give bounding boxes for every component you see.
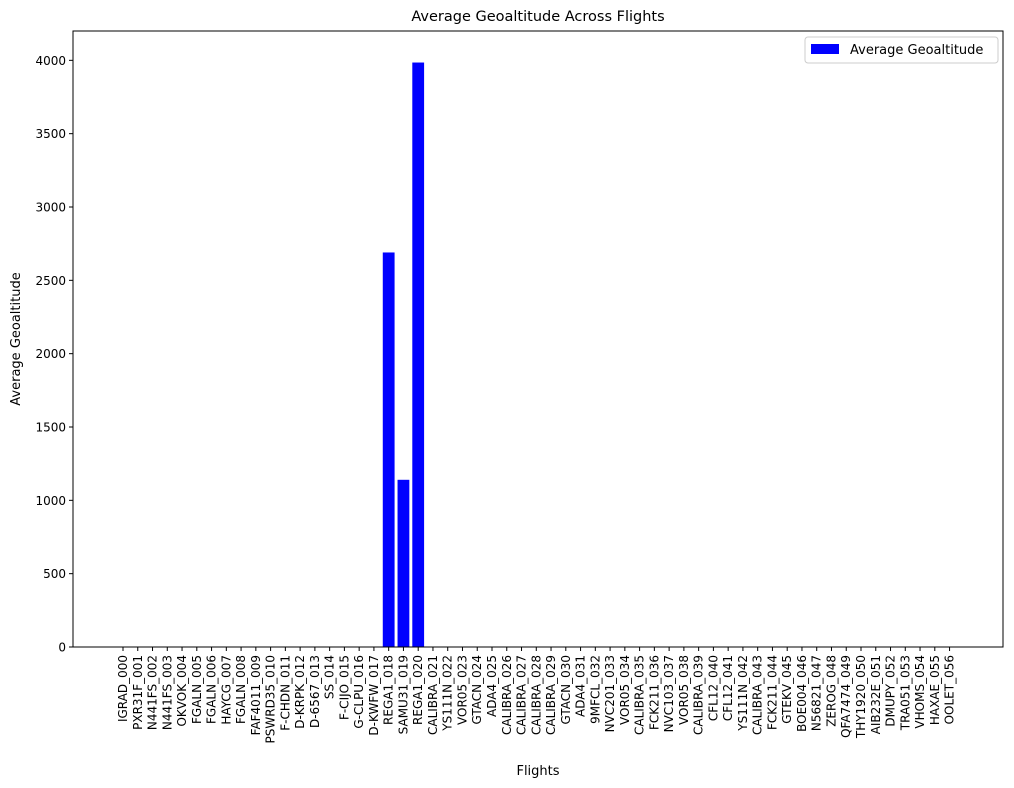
bars-group xyxy=(382,62,425,647)
x-tick-label: F-CHDN_011 xyxy=(278,655,292,731)
x-tick-label: PSWRD35_010 xyxy=(264,655,278,743)
x-tick-label: OOLET_056 xyxy=(943,655,957,724)
x-tick-label: D-KWFW_017 xyxy=(367,655,381,736)
x-tick-label: TRA051_053 xyxy=(898,655,912,731)
x-tick-label: F-CIJO_015 xyxy=(337,655,351,720)
x-tick-label: HAXAE_055 xyxy=(928,655,942,725)
legend: Average Geoaltitude xyxy=(804,36,999,64)
x-tick-label: GTACN_030 xyxy=(559,655,573,725)
bar xyxy=(397,479,410,647)
bar xyxy=(412,62,425,647)
bar xyxy=(382,252,395,647)
x-tick-label: CALIBRA_021 xyxy=(426,655,440,735)
x-tick-label: FGALN_006 xyxy=(205,655,219,724)
x-tick-label: FGALN_005 xyxy=(190,655,204,724)
x-tick-label: REGA1_018 xyxy=(382,655,396,725)
x-tick-label: CALIBRA_029 xyxy=(544,655,558,735)
x-tick-label: SAMU31_019 xyxy=(396,655,410,734)
x-tick-label: CFL12_040 xyxy=(706,655,720,721)
x-axis-label: Flights xyxy=(516,764,559,779)
x-tick-label: CALIBRA_039 xyxy=(692,655,706,735)
x-tick-label: N56821_047 xyxy=(810,655,824,731)
x-tick-label: HAYCG_007 xyxy=(219,655,233,725)
x-tick-label: VOR05_038 xyxy=(677,655,691,725)
x-tick-label: VHOMS_054 xyxy=(913,655,927,729)
y-tick-label: 2000 xyxy=(35,347,66,361)
x-tick-label: AIB232E_051 xyxy=(869,655,883,734)
x-tick-label: VOR05_023 xyxy=(455,655,469,725)
x-tick-label: GTEKV_045 xyxy=(780,655,794,724)
x-tick-label: CFL12_041 xyxy=(721,655,735,721)
x-tick-label: CALIBRA_027 xyxy=(515,655,529,735)
x-tick-label: D-6567_013 xyxy=(308,655,322,728)
x-tick-label: PXR31F_001 xyxy=(131,655,145,730)
y-tick-label: 1000 xyxy=(35,494,66,508)
x-tick-label: GTACN_024 xyxy=(470,655,484,725)
x-tick-label: QFA7474_049 xyxy=(839,655,853,738)
x-tick-label: CALIBRA_028 xyxy=(529,655,543,735)
x-tick-label: D-KRPK_012 xyxy=(293,655,307,729)
legend-box xyxy=(804,36,999,64)
legend-label: Average Geoaltitude xyxy=(850,43,983,58)
x-tick-label: N441FS_003 xyxy=(160,655,174,730)
x-tick-label: BOE004_046 xyxy=(795,655,809,732)
x-tick-label: OKVOK_004 xyxy=(175,655,189,727)
x-tick-label: G-CLPU_016 xyxy=(352,655,366,729)
y-tick-label: 3500 xyxy=(35,127,66,141)
y-tick-label: 500 xyxy=(43,567,66,581)
x-tick-label: NVC103_037 xyxy=(662,655,676,732)
y-tick-label: 2500 xyxy=(35,274,66,288)
x-tick-label: NVC201_033 xyxy=(603,655,617,732)
x-tick-label: FCK211_044 xyxy=(765,655,779,730)
x-tick-label: CALIBRA_035 xyxy=(633,655,647,735)
y-tick-label: 1500 xyxy=(35,421,66,435)
x-tick-label: YS111N_022 xyxy=(441,655,455,732)
y-tick-label: 3000 xyxy=(35,201,66,215)
x-tick-label: REGA1_020 xyxy=(411,655,425,725)
y-axis-label: Average Geoaltitude xyxy=(9,272,24,405)
x-tick-label: ADA4_031 xyxy=(574,655,588,717)
x-tick-label: FAF4011_009 xyxy=(249,655,263,735)
y-axis: 0 500 1000 1500 2000 2500 3000 3500 4000 xyxy=(35,54,73,655)
x-axis: IGRAD_000 PXR31F_001 N441FS_002 N441FS_003 O… xyxy=(116,647,957,743)
legend-swatch xyxy=(811,44,839,54)
x-tick-label: ADA4_025 xyxy=(485,655,499,717)
x-tick-label: N441FS_002 xyxy=(146,655,160,730)
y-tick-label: 0 xyxy=(58,641,66,655)
x-tick-label: CALIBRA_026 xyxy=(500,655,514,735)
x-tick-label: SS_014 xyxy=(323,655,337,699)
chart-title: Average Geoaltitude Across Flights xyxy=(411,9,664,25)
x-tick-label: 9MFCL_032 xyxy=(588,655,602,724)
x-tick-label: DMUPY_052 xyxy=(884,655,898,727)
x-tick-label: VOR05_034 xyxy=(618,655,632,725)
plot-frame xyxy=(72,30,1004,648)
x-tick-label: CALIBRA_043 xyxy=(751,655,765,735)
x-tick-label: ZEROG_048 xyxy=(824,655,838,727)
x-tick-label: FGALN_008 xyxy=(234,655,248,724)
x-tick-label: IGRAD_000 xyxy=(116,655,130,722)
x-tick-label: FCK211_036 xyxy=(647,655,661,730)
x-tick-label: THY1920_050 xyxy=(854,655,868,739)
x-tick-label: YS111N_042 xyxy=(736,655,750,732)
y-tick-label: 4000 xyxy=(35,54,66,68)
